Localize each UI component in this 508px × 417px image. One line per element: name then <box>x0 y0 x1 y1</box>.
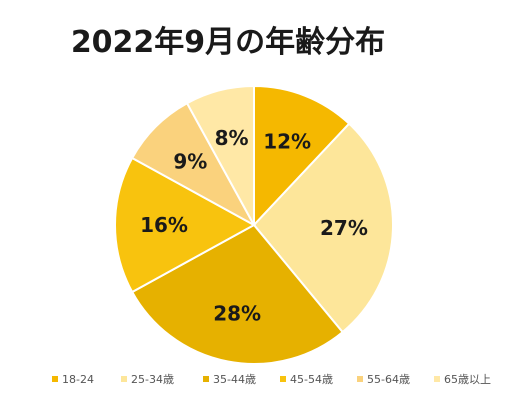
legend-label: 45-54歳 <box>290 373 333 386</box>
slice-value-label: 27% <box>320 216 368 240</box>
pie-slice-55-64歳 <box>130 101 257 228</box>
pie-slice-45-54歳 <box>114 156 257 294</box>
legend-swatch <box>357 376 363 382</box>
legend-label: 65歳以上 <box>444 373 491 386</box>
pie-slices <box>114 84 394 365</box>
legend: 18-24 25-34歳 35-44歳 45-54歳 55-64歳 65歳以上 <box>52 373 491 386</box>
slice-value-label: 9% <box>173 149 207 173</box>
pie-slice-18-24 <box>253 84 351 228</box>
slice-value-label: 28% <box>213 301 261 325</box>
chart-title: 2022年9月の年齢分布 <box>71 25 385 60</box>
legend-label: 25-34歳 <box>131 373 174 386</box>
pie-slice-25-34歳 <box>252 122 394 334</box>
pie-slice-65歳以上 <box>185 84 255 226</box>
legend-swatch <box>203 376 209 382</box>
legend-label: 18-24 <box>62 373 94 386</box>
legend-swatch <box>52 376 58 382</box>
pie-slice-35-44歳 <box>130 223 345 365</box>
legend-swatch <box>121 376 127 382</box>
slice-value-label: 16% <box>140 213 188 237</box>
legend-label: 55-64歳 <box>367 373 410 386</box>
legend-label: 35-44歳 <box>213 373 256 386</box>
legend-swatch <box>280 376 286 382</box>
legend-swatch <box>434 376 440 382</box>
slice-labels: 12% 27% 28% 16% 9% 8% <box>140 126 368 326</box>
slice-value-label: 8% <box>215 126 249 150</box>
slice-value-label: 12% <box>263 129 311 153</box>
